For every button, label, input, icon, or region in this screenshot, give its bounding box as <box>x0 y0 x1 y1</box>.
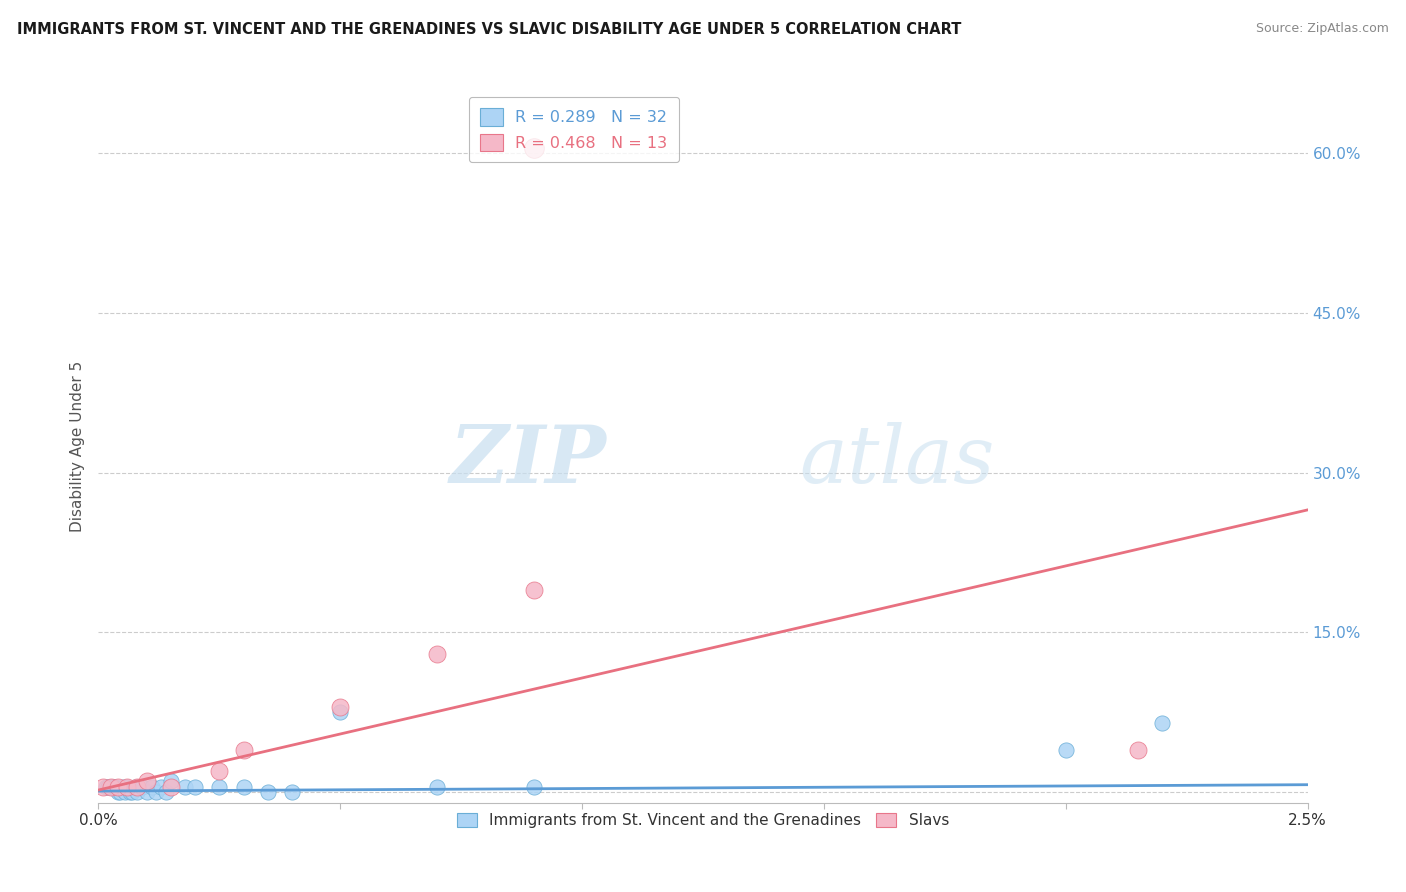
Point <box>108 785 131 799</box>
Point <box>1054 742 1077 756</box>
Point <box>97 780 120 794</box>
Point <box>523 780 546 794</box>
Point <box>523 582 546 597</box>
Text: IMMIGRANTS FROM ST. VINCENT AND THE GRENADINES VS SLAVIC DISABILITY AGE UNDER 5 : IMMIGRANTS FROM ST. VINCENT AND THE GREN… <box>17 22 962 37</box>
Point <box>208 780 231 794</box>
Point <box>135 774 157 789</box>
Point <box>124 780 146 794</box>
Point <box>100 780 122 794</box>
Point <box>523 141 546 155</box>
Point <box>145 785 167 799</box>
Point <box>329 700 352 714</box>
Point <box>281 785 304 799</box>
Text: atlas: atlas <box>800 422 995 499</box>
Point <box>208 764 231 778</box>
Point <box>232 780 254 794</box>
Point <box>117 780 139 794</box>
Point <box>135 785 157 799</box>
Point <box>426 780 449 794</box>
Point <box>107 780 129 794</box>
Point <box>160 774 183 789</box>
Point <box>121 785 143 799</box>
Point <box>101 780 124 794</box>
Point <box>426 647 449 661</box>
Point <box>232 742 254 756</box>
Point <box>131 780 153 794</box>
Point <box>117 780 139 794</box>
Point <box>141 780 163 794</box>
Text: ZIP: ZIP <box>450 422 606 499</box>
Point <box>114 785 136 799</box>
Point <box>155 785 177 799</box>
Y-axis label: Disability Age Under 5: Disability Age Under 5 <box>70 360 86 532</box>
Point <box>127 780 149 794</box>
Legend: Immigrants from St. Vincent and the Grenadines, Slavs: Immigrants from St. Vincent and the Gren… <box>451 806 955 834</box>
Point <box>100 780 122 794</box>
Point <box>1128 742 1150 756</box>
Point <box>127 785 149 799</box>
Point <box>94 780 117 794</box>
Point <box>329 706 352 720</box>
Point <box>184 780 207 794</box>
Point <box>107 785 129 799</box>
Point <box>1152 715 1174 730</box>
Text: Source: ZipAtlas.com: Source: ZipAtlas.com <box>1256 22 1389 36</box>
Point <box>118 785 141 799</box>
Point <box>160 780 183 794</box>
Point <box>111 780 134 794</box>
Point <box>174 780 197 794</box>
Point <box>104 780 127 794</box>
Point <box>91 780 114 794</box>
Point <box>150 780 173 794</box>
Point <box>256 785 278 799</box>
